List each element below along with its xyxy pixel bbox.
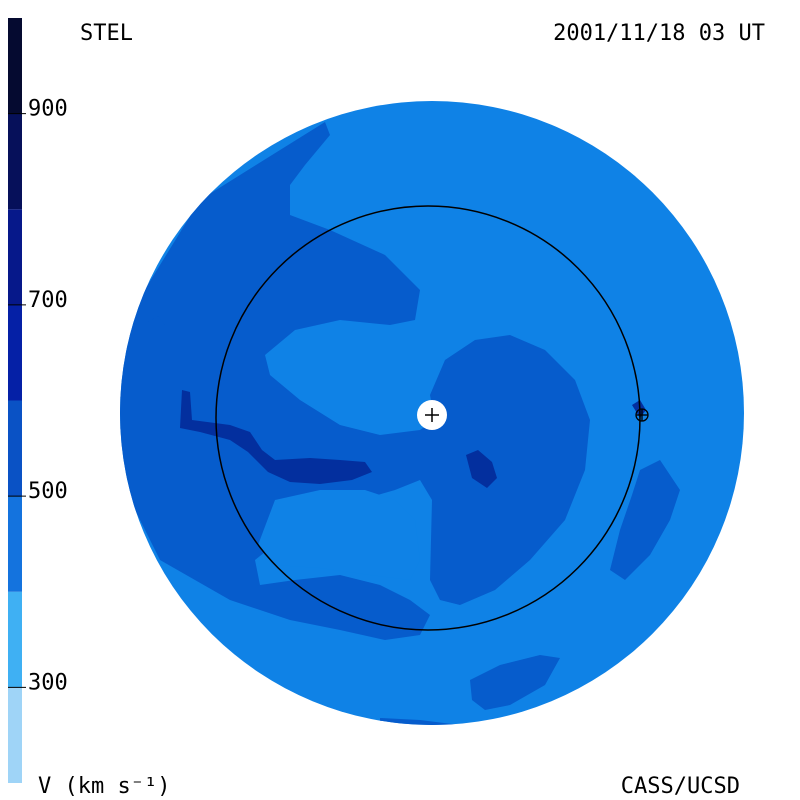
background-speed-island — [258, 490, 420, 580]
colorbar-tick-label: 300 — [28, 670, 68, 695]
velocity-disk — [120, 101, 744, 725]
high-speed-region — [466, 450, 497, 488]
colorbar-tick-label: 900 — [28, 97, 68, 122]
mid-speed-region — [470, 655, 560, 710]
units-label: V (km s⁻¹) — [38, 774, 170, 799]
colorbar-band — [8, 591, 22, 688]
mid-speed-region — [148, 316, 165, 332]
colorbar-band — [8, 209, 22, 305]
colorbar-band — [8, 113, 22, 210]
sun-marker — [417, 400, 447, 430]
colorbar-tick-label: 500 — [28, 479, 68, 504]
earth-orbit-circle — [215, 205, 641, 631]
colorbar-band — [8, 18, 22, 114]
colorbar-ticks: 300 500 700 900 — [8, 97, 68, 695]
high-speed-region — [180, 390, 372, 484]
colorbar-band — [8, 304, 22, 401]
credit-label: CASS/UCSD — [621, 774, 740, 799]
colorbar-tick-label: 700 — [28, 288, 68, 313]
mid-speed-region — [610, 460, 680, 580]
colorbar-band — [8, 400, 22, 497]
source-label: STEL — [80, 21, 133, 46]
velocity-colorbar — [8, 18, 22, 783]
earth-marker — [635, 408, 649, 422]
colorbar-band — [8, 687, 22, 783]
colorbar-band — [8, 496, 22, 592]
timestamp-label: 2001/11/18 03 UT — [553, 21, 765, 46]
